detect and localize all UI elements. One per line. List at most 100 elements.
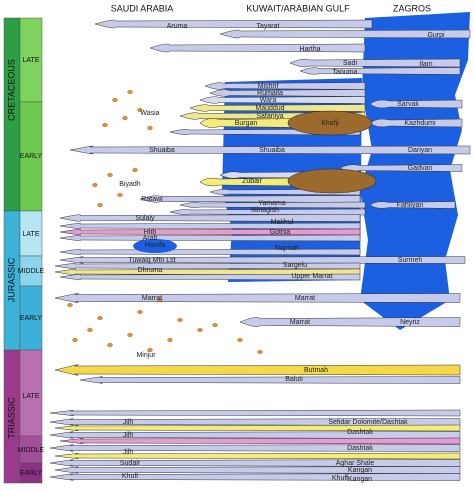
epoch-label: MIDDLE — [18, 447, 45, 454]
formation-label: Baluti — [285, 376, 303, 383]
formation-label: Marrat — [295, 295, 315, 302]
formation-label: Tayarat — [257, 23, 280, 30]
sand-dot — [257, 350, 263, 354]
shale-body — [287, 110, 373, 136]
shale-body — [287, 168, 377, 194]
formation-label: Biyadh — [119, 181, 141, 188]
formation-band — [179, 201, 366, 209]
formation-label: Najmah — [275, 245, 299, 252]
formation-label: Surmeh — [398, 257, 423, 264]
epoch-label: LATE — [23, 57, 40, 64]
formation-band — [59, 228, 361, 236]
formation-label: Upper Marrat — [291, 273, 332, 280]
sand-dot — [237, 338, 243, 342]
formation-label: Mishrif — [258, 83, 279, 90]
formation-label: Safaniya — [256, 113, 283, 120]
formation-label: Hanifa — [145, 242, 165, 249]
formation-band — [59, 256, 466, 264]
formation-band — [54, 293, 461, 303]
formation-label: Khuff — [332, 475, 348, 482]
sand-dot — [127, 333, 133, 337]
region-header: SAUDI ARABIA — [111, 3, 174, 13]
formation-band — [204, 82, 366, 90]
formation-band — [239, 317, 461, 327]
period-label: CRETACEOUS — [6, 59, 16, 121]
formation-label: Rumaila — [257, 90, 283, 97]
formation-label: Jilh — [123, 419, 134, 426]
formation-band — [59, 234, 361, 242]
formation-band — [219, 29, 471, 39]
sand-dot — [197, 328, 203, 332]
formation-label: Wasia — [140, 110, 159, 117]
formation-label: Gadvan — [408, 165, 433, 172]
sand-dot — [167, 338, 173, 342]
formation-label: Hith — [144, 229, 157, 236]
formation-label: Burgan — [235, 120, 258, 127]
sand-dot — [122, 116, 128, 120]
formation-label: Yamama — [258, 200, 286, 207]
period-label: TRIASSIC — [6, 397, 16, 439]
sand-dots — [67, 90, 263, 354]
formation-label: Neyriz — [400, 319, 420, 326]
formation-band — [369, 99, 463, 109]
formation-band — [49, 418, 461, 426]
formation-label: Zubair — [242, 178, 263, 185]
sand-dot — [92, 183, 98, 187]
formation-band — [49, 409, 461, 417]
region-header: ZAGROS — [393, 3, 431, 13]
sand-dot — [212, 323, 218, 327]
formation-label: Makhul — [271, 219, 294, 226]
sand-dot — [127, 90, 133, 94]
formation-band — [369, 118, 463, 128]
formation-label: Jilh — [123, 449, 134, 456]
formation-label: Sulaiy — [135, 215, 155, 222]
formation-label: Dariyan — [408, 147, 432, 154]
formation-band — [339, 164, 463, 172]
epoch-label: MIDDLE — [18, 268, 45, 275]
sand-dot — [72, 338, 78, 342]
formation-label: Wara — [260, 97, 277, 104]
bands — [49, 19, 471, 481]
region-header: KUWAIT/ARABIAN GULF — [246, 3, 350, 13]
formation-band — [54, 268, 361, 276]
formation-label: Tuwaiq Mtn Lst — [128, 257, 175, 264]
epoch-cell — [19, 462, 43, 484]
formation-label: Jilh — [123, 432, 134, 439]
formation-label: Butmah — [304, 367, 328, 374]
formation-label: Marrat — [290, 319, 310, 326]
formation-band — [49, 459, 461, 467]
formation-band — [199, 96, 366, 104]
sand-dot — [137, 310, 143, 314]
sand-dot — [107, 173, 113, 177]
formation-band — [59, 222, 361, 230]
formation-label: Sefidar Dolomite/Dashtak — [328, 419, 408, 426]
period-label: JURASSIC — [6, 257, 16, 302]
sand-dot — [107, 343, 113, 347]
sand-dot — [147, 126, 153, 130]
epoch-label: EARLY — [20, 153, 43, 160]
formation-band — [59, 437, 461, 445]
formation-band — [369, 201, 456, 209]
formation-label: Shuaiba — [259, 147, 285, 154]
formation-band — [139, 195, 361, 203]
formation-label: Ratawi — [141, 196, 163, 203]
formation-label: Khuff — [122, 473, 138, 480]
sand-dot — [177, 318, 183, 322]
formation-label: Aghar Shale — [336, 460, 375, 467]
formation-label: Dashtak — [347, 429, 373, 436]
formation-band — [54, 364, 461, 376]
epoch-label: LATE — [23, 393, 40, 400]
labels: Aruma Tayarat Gurpi Hartha Sadi Ilam Tanuma Mis… — [119, 23, 445, 483]
sand-dot — [112, 98, 118, 102]
formation-band — [189, 104, 366, 112]
formation-label: Dhruma — [138, 267, 163, 274]
formation-band — [49, 431, 461, 439]
formation-band — [289, 58, 461, 68]
formation-label: Sudair — [120, 460, 141, 467]
formation-label: Khafji — [321, 120, 339, 127]
formation-label: Gotnia — [270, 229, 291, 236]
formation-label: Minagish — [251, 207, 279, 214]
sand-dot — [157, 298, 163, 302]
formation-label: Ilam — [419, 61, 432, 68]
formation-label: Tanuma — [333, 69, 358, 76]
